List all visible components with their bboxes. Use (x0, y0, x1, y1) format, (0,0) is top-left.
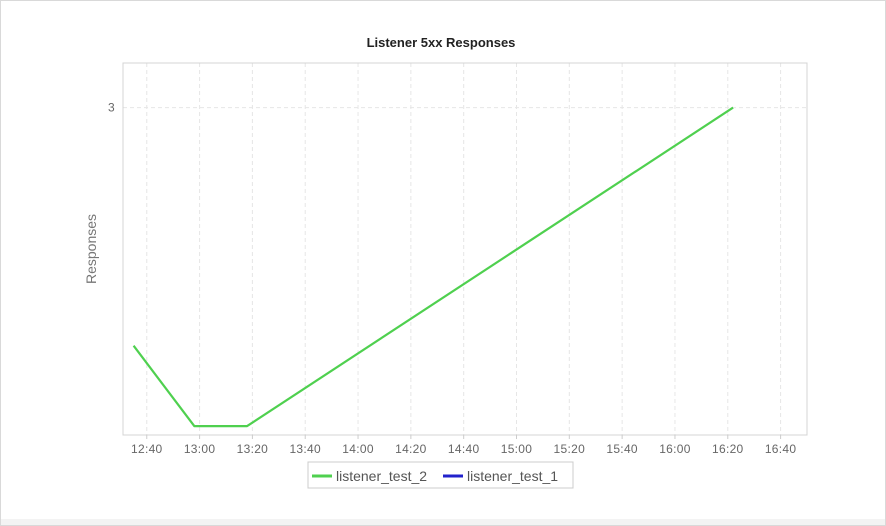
x-axis-ticks: 12:40 13:00 13:20 13:40 14:00 14:20 14:40 15:00… (131, 435, 796, 456)
x-tick-label: 14:20 (395, 442, 427, 456)
series-lines (132, 106, 734, 428)
x-tick-label: 15:40 (606, 442, 638, 456)
x-tick-label: 15:20 (554, 442, 586, 456)
y-tick-label: 3 (108, 101, 115, 115)
x-tick-label: 13:00 (184, 442, 216, 456)
y-axis-label: Responses (83, 214, 99, 284)
panel-bottom-strip (1, 519, 885, 525)
x-tick-label: 16:00 (659, 442, 691, 456)
chart-title: Listener 5xx Responses (367, 35, 516, 50)
x-tick-label: 12:40 (131, 442, 163, 456)
x-tick-label: 14:00 (342, 442, 374, 456)
legend-label-listener-test-2[interactable]: listener_test_2 (336, 468, 427, 484)
x-tick-label: 13:40 (289, 442, 321, 456)
grid-lines (123, 63, 807, 435)
legend: listener_test_2 listener_test_1 (307, 461, 574, 489)
x-tick-label: 16:40 (765, 442, 797, 456)
legend-box (307, 461, 574, 489)
legend-label-listener-test-1[interactable]: listener_test_1 (467, 468, 558, 484)
x-tick-label: 13:20 (237, 442, 269, 456)
x-tick-label: 15:00 (501, 442, 533, 456)
series-line-listener-test-2 (132, 106, 734, 428)
x-tick-label: 14:40 (448, 442, 480, 456)
plot-area (122, 62, 808, 436)
x-tick-label: 16:20 (712, 442, 744, 456)
y-axis-ticks: 3 (108, 101, 115, 115)
